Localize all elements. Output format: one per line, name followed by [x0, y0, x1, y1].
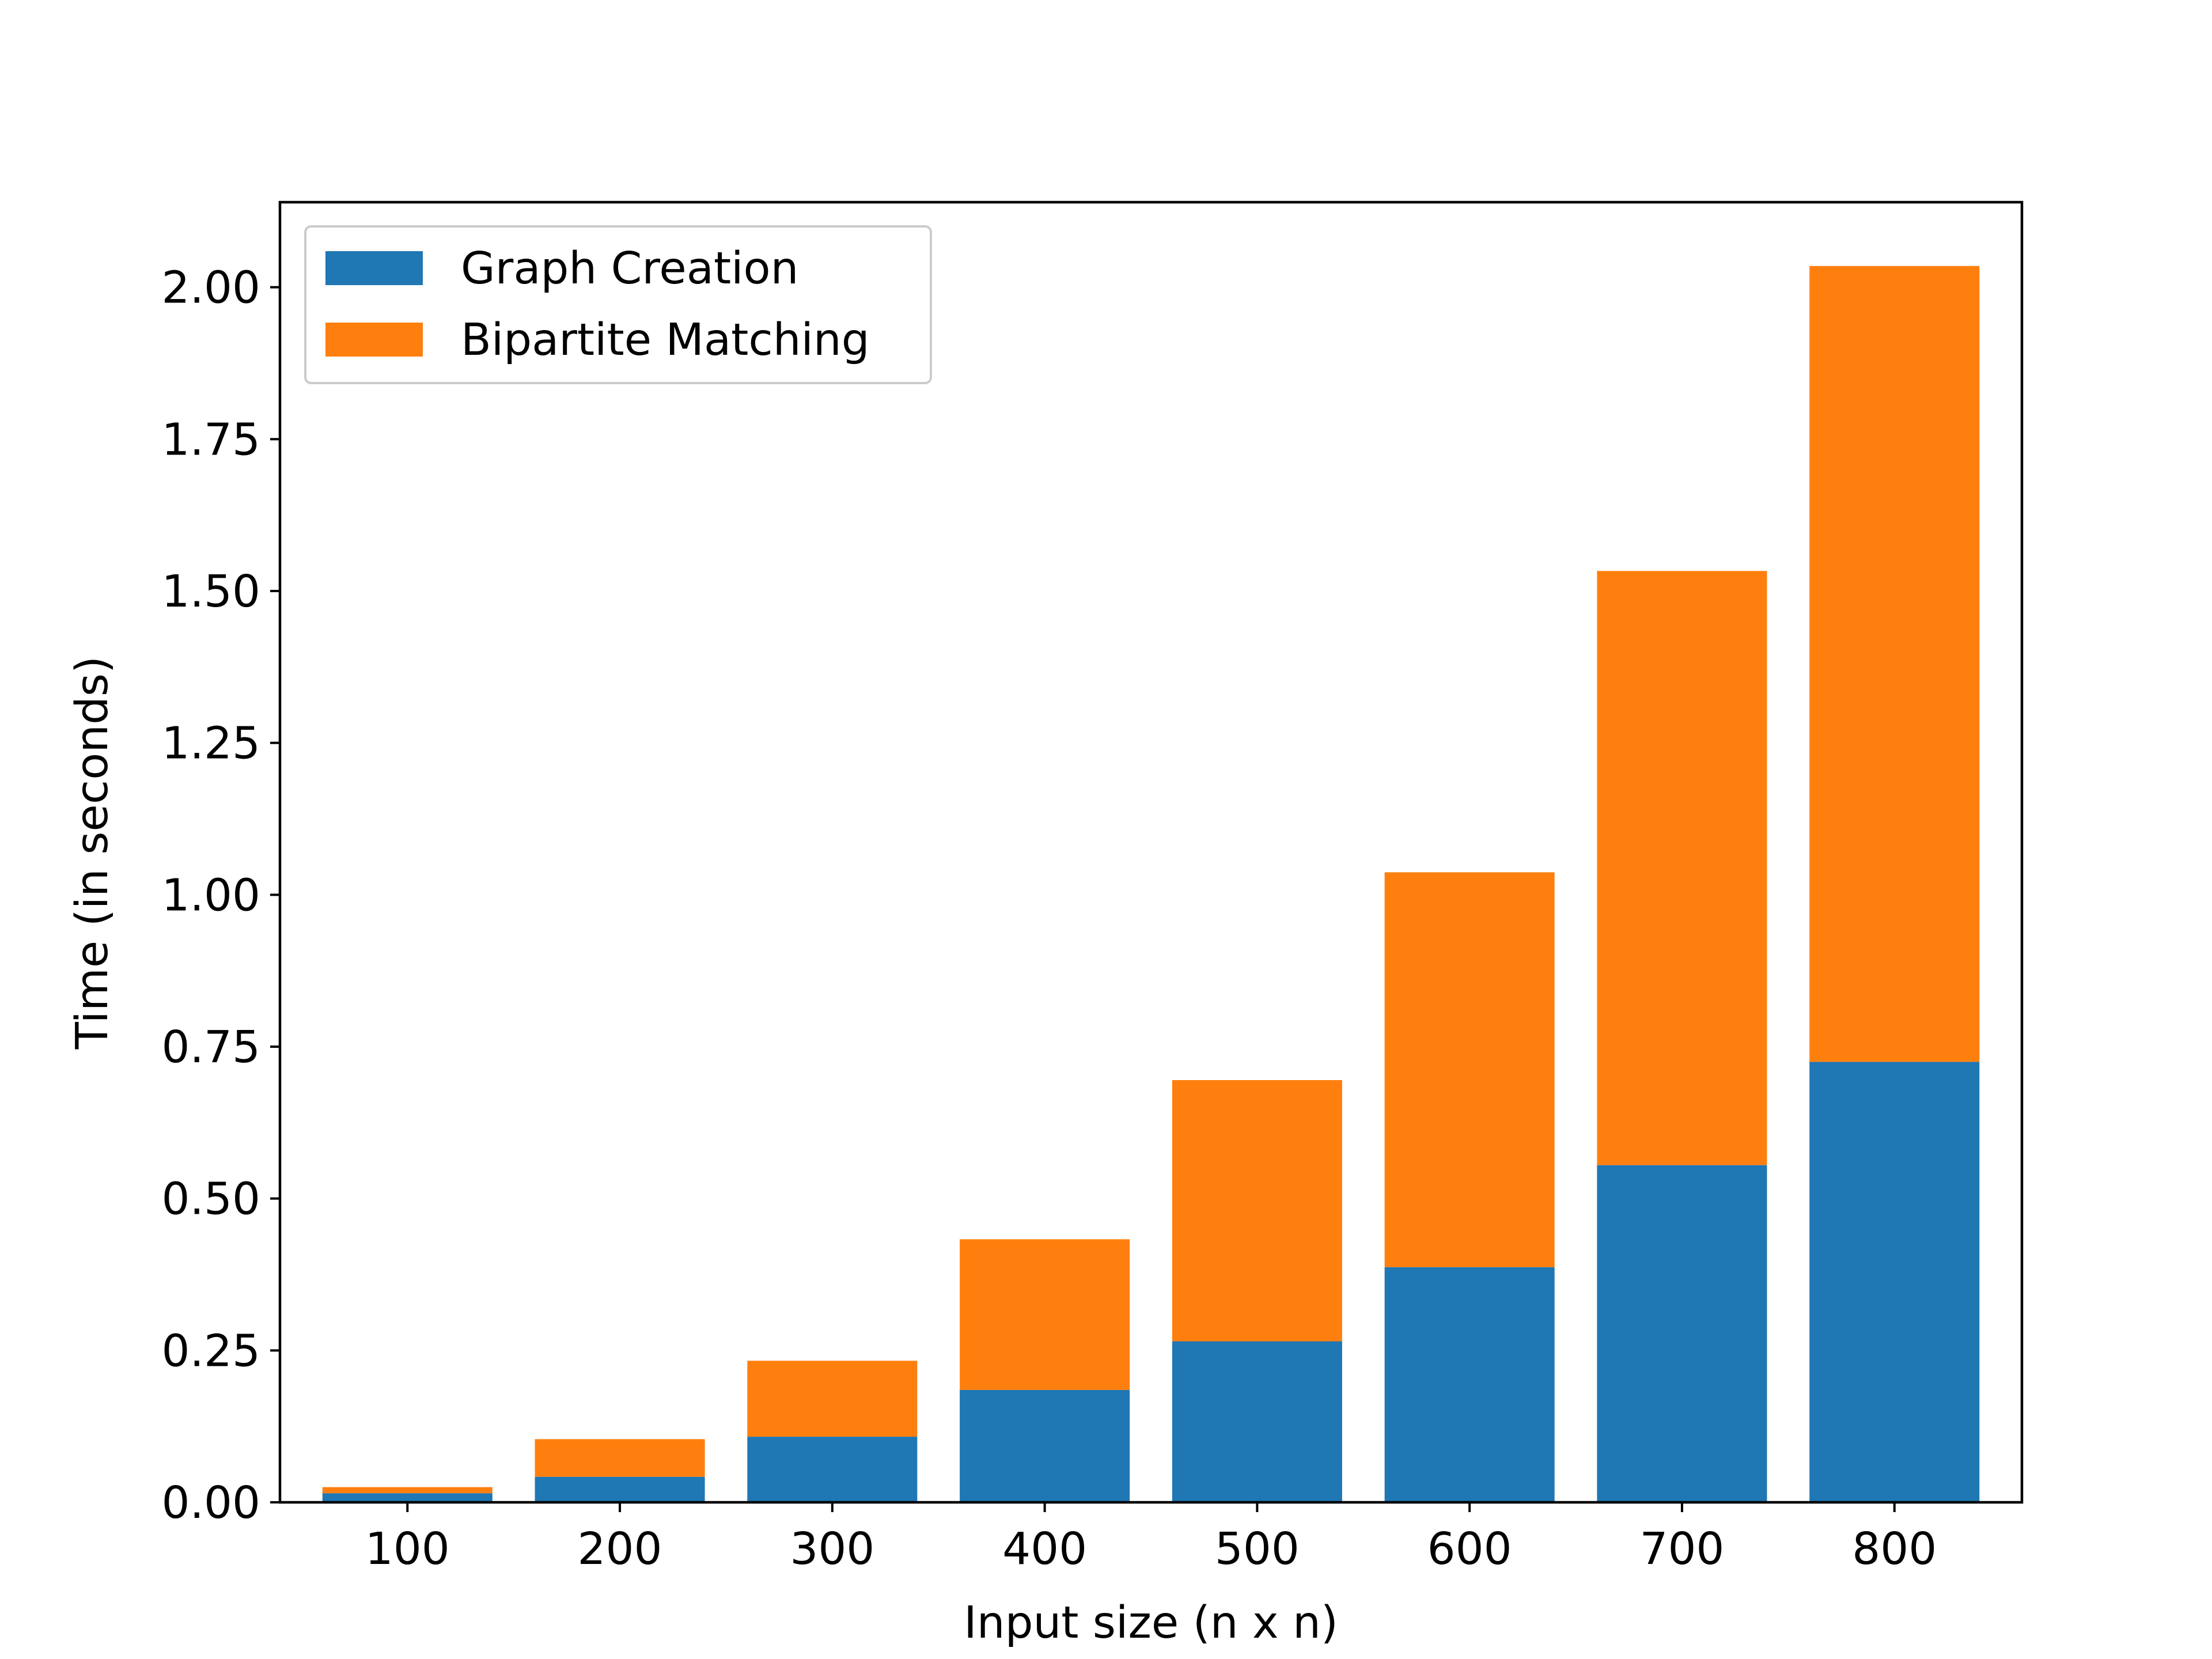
y-tick-label: 1.75: [162, 414, 260, 465]
x-tick-label: 700: [1639, 1524, 1724, 1575]
legend-label-bipartite-matching: Bipartite Matching: [461, 315, 870, 366]
bar-graph-creation-300: [747, 1437, 918, 1502]
x-tick-label: 400: [1002, 1524, 1087, 1575]
bar-bipartite-matching-700: [1597, 571, 1767, 1165]
bar-bipartite-matching-600: [1384, 872, 1555, 1267]
x-tick-label: 100: [365, 1524, 450, 1575]
x-axis: 100 200 300 400 500 600 700 800: [365, 1502, 1937, 1575]
bar-graph-creation-200: [535, 1476, 705, 1502]
bar-graph-creation-800: [1809, 1062, 1980, 1502]
y-tick-label: 0.75: [162, 1022, 260, 1073]
bar-bipartite-matching-800: [1809, 266, 1980, 1062]
bar-bipartite-matching-200: [535, 1439, 705, 1477]
plot-frame: [278, 200, 2024, 1504]
bar-graph-creation-700: [1597, 1165, 1767, 1502]
legend-label-graph-creation: Graph Creation: [461, 243, 798, 294]
bar-bipartite-matching-100: [322, 1487, 493, 1494]
bar-graph-creation-500: [1172, 1341, 1342, 1502]
x-axis-label: Input size (n x n): [964, 1597, 1338, 1649]
y-tick-label: 0.25: [162, 1325, 260, 1377]
bar-graph-creation-600: [1384, 1267, 1555, 1502]
y-axis-label: Time (in seconds): [67, 656, 118, 1050]
legend: Graph Creation Bipartite Matching: [304, 225, 932, 384]
bar-graph-creation-100: [322, 1493, 493, 1502]
x-tick-label: 200: [578, 1524, 662, 1575]
legend-swatch-bipartite-matching: [325, 323, 423, 357]
bar-bipartite-matching-400: [960, 1239, 1130, 1390]
x-tick-label: 300: [790, 1524, 874, 1575]
legend-swatch-graph-creation: [325, 251, 423, 285]
x-tick-label: 500: [1215, 1524, 1300, 1575]
y-tick-label: 1.50: [162, 566, 260, 618]
x-tick-label: 800: [1852, 1524, 1937, 1575]
y-axis: 0.00 0.25 0.50 0.75 1.00 1.25 1.50 1.75 2.00: [162, 263, 280, 1529]
y-tick-label: 0.50: [162, 1174, 260, 1225]
legend-box: [304, 225, 932, 384]
y-tick-label: 0.00: [162, 1478, 260, 1529]
y-tick-label: 1.25: [162, 718, 260, 770]
y-tick-label: 2.00: [162, 263, 260, 314]
bar-graph-creation-400: [960, 1389, 1130, 1502]
bars-layer: [322, 266, 1980, 1502]
x-tick-label: 600: [1427, 1524, 1512, 1575]
bar-bipartite-matching-500: [1172, 1080, 1342, 1342]
y-tick-label: 1.00: [162, 870, 260, 921]
bar-bipartite-matching-300: [747, 1361, 918, 1437]
